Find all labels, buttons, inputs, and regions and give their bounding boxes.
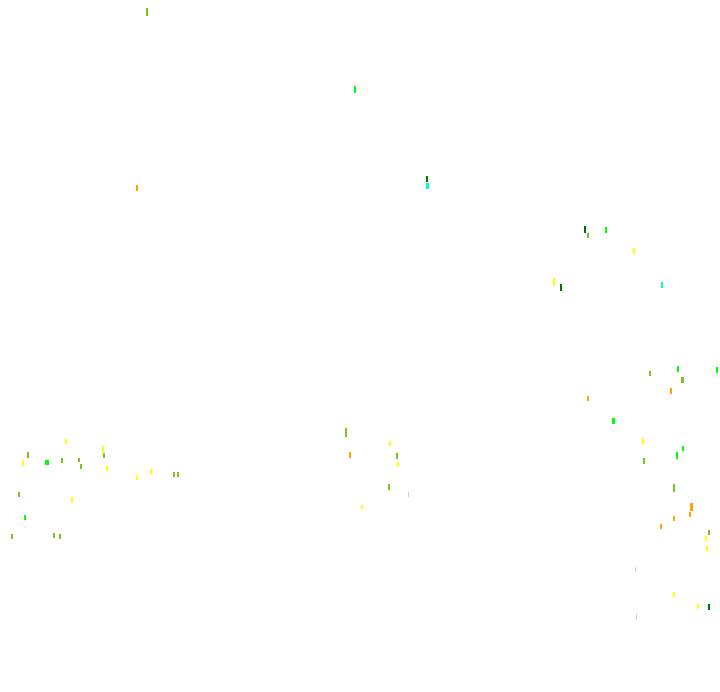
color-mark [660, 524, 662, 529]
color-mark [708, 530, 710, 535]
color-mark [553, 278, 555, 286]
color-mark [681, 377, 684, 383]
color-mark [27, 452, 29, 458]
color-mark [716, 367, 718, 373]
color-mark [396, 453, 398, 459]
color-mark [61, 458, 63, 463]
color-mark [24, 515, 26, 520]
color-mark [584, 226, 586, 233]
color-mark [677, 366, 679, 372]
color-mark [173, 472, 175, 477]
color-mark [78, 458, 80, 462]
color-mark [706, 546, 708, 551]
color-mark [605, 227, 607, 233]
color-mark [397, 462, 399, 467]
color-mark [587, 233, 589, 238]
color-mark [426, 176, 428, 182]
color-mark [389, 441, 391, 446]
color-mark [708, 604, 710, 610]
color-mark [633, 248, 635, 254]
color-mark [636, 614, 637, 620]
color-mark [18, 492, 20, 497]
color-mark [560, 284, 562, 291]
color-mark [45, 460, 49, 465]
color-mark [361, 505, 363, 509]
color-mark [177, 472, 179, 477]
color-mark [136, 185, 138, 191]
color-mark [349, 452, 351, 458]
color-mark [80, 464, 82, 469]
color-mark [354, 86, 356, 93]
color-mark [102, 446, 104, 452]
color-mark [612, 418, 615, 424]
color-mark [697, 604, 699, 609]
color-mark [682, 446, 684, 451]
color-mark [587, 396, 589, 401]
color-mark [345, 428, 347, 437]
color-mark [22, 460, 24, 466]
color-mark [643, 458, 645, 464]
color-mark [426, 183, 429, 189]
color-mark [53, 533, 55, 538]
color-mark [661, 282, 663, 288]
color-mark [673, 516, 675, 521]
color-mark [65, 439, 67, 444]
color-mark [690, 503, 693, 511]
color-mark [408, 492, 409, 497]
color-mark [136, 476, 138, 480]
color-mark [689, 512, 691, 517]
color-mark [150, 469, 152, 474]
color-mark [59, 534, 61, 539]
color-mark [388, 484, 390, 490]
color-mark [673, 484, 675, 492]
color-mark [635, 567, 636, 572]
color-mark [649, 371, 651, 376]
color-mark [106, 466, 108, 471]
color-mark [676, 452, 678, 459]
color-mark [71, 497, 73, 502]
color-mark [11, 534, 13, 539]
color-mark [103, 453, 105, 458]
color-mark [146, 8, 148, 16]
color-mark [673, 592, 675, 597]
color-mark [705, 536, 707, 541]
color-mark [670, 388, 672, 394]
color-mark [642, 438, 644, 444]
